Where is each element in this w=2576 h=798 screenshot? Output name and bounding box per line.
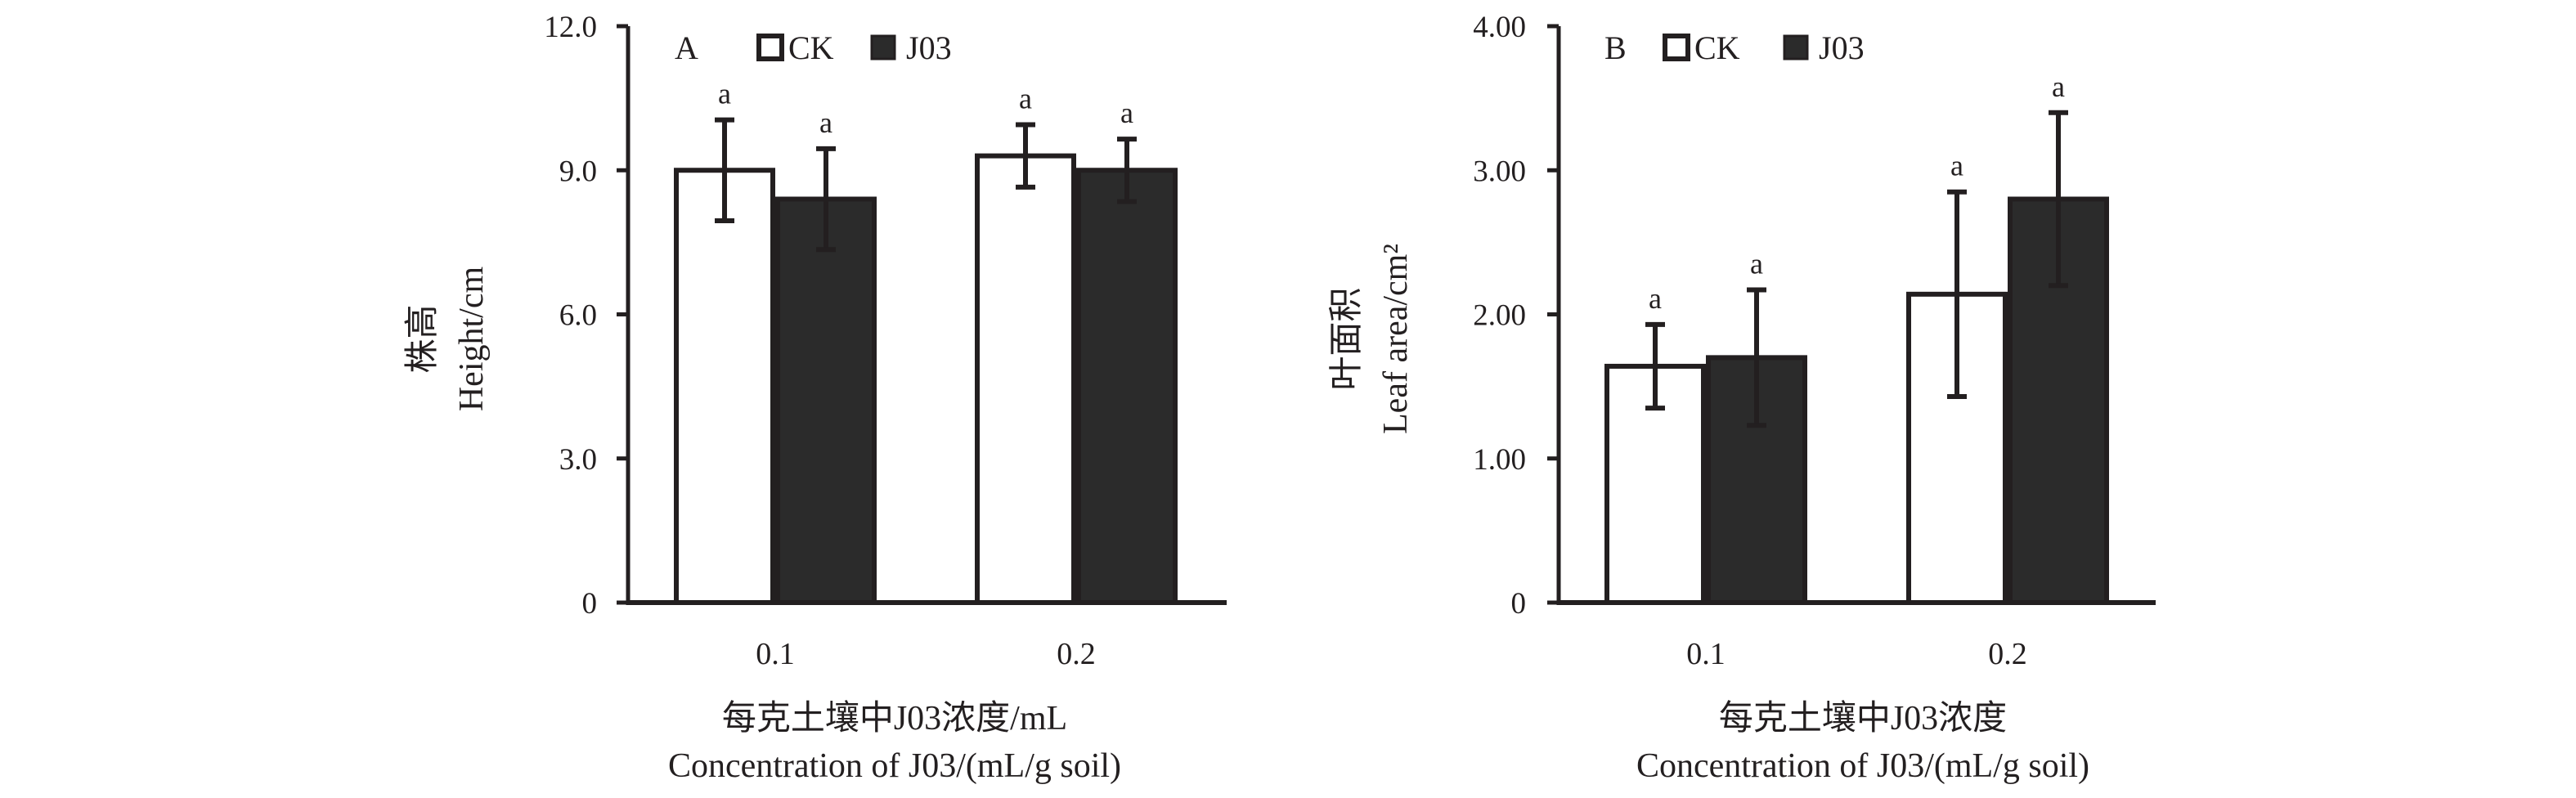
legend-swatch-ck [756,34,784,61]
y-tick-label: 3.00 [1473,155,1526,188]
legend: CK J03 [1663,29,1865,66]
y-tick-label: 3.0 [559,443,597,477]
y-tick-label: 0 [1511,587,1527,621]
legend: CK J03 [756,29,952,66]
significance-label: a [1950,150,1963,182]
bar-ck [674,168,775,605]
x-category-label: 0.1 [1686,637,1726,671]
legend-label-ck: CK [1694,29,1740,66]
bar-j03 [1076,168,1178,605]
y-tick-label: 0 [582,587,598,621]
y-tick-label: 1.00 [1473,443,1526,477]
panel-label: A [675,29,698,66]
y-tick-label: 9.0 [559,155,597,188]
x-category-label: 0.2 [1988,637,2027,671]
panel-label: B [1604,29,1627,66]
x-axis-title-cn: 每克土壤中J03浓度/mL [722,699,1067,737]
y-axis-title-cn: 株高 [404,304,442,373]
x-axis-title-cn: 每克土壤中J03浓度 [1719,699,2007,737]
significance-label: a [1750,248,1763,280]
legend-label-ck: CK [788,29,834,66]
significance-label: a [819,106,832,139]
significance-label: a [1649,282,1662,315]
significance-label: a [1019,82,1032,114]
x-axis-title-en: Concentration of J03/(mL/g soil) [1636,747,2089,785]
legend-swatch-j03 [870,34,896,61]
y-tick-label: 6.0 [559,299,597,333]
y-axis-title-cn: 叶面积 [1328,287,1366,390]
x-category-label: 0.1 [756,637,795,671]
x-axis-title-en: Concentration of J03/(mL/g soil) [668,747,1121,785]
bar-ck [975,153,1076,605]
significance-label: a [1120,96,1133,129]
legend-swatch-j03 [1783,34,1809,61]
x-category-label: 0.2 [1057,637,1096,671]
y-axis-title-en: Leaf area/cm² [1377,244,1415,434]
legend-label-j03: J03 [1819,29,1865,66]
chart-panel-a: 0 3.0 6.0 9.0 12.0 a a a a 0.1 0.2 每克土壤中J03浓度/mL Con… [404,11,1227,785]
y-tick-label: 4.00 [1473,11,1526,44]
y-tick-label: 2.00 [1473,299,1526,333]
significance-label: a [2052,70,2065,103]
y-tick-label: 12.0 [544,11,597,44]
legend-swatch-ck [1663,34,1690,61]
chart-panel-b: 0 1.00 2.00 3.00 4.00 a a a a 0.1 0.2 每克土壤中J03浓度 Con… [1328,11,2156,785]
significance-label: a [718,78,731,110]
bar-j03 [775,196,877,605]
legend-label-j03: J03 [906,29,952,66]
y-axis-title-en: Height/cm [453,267,491,412]
